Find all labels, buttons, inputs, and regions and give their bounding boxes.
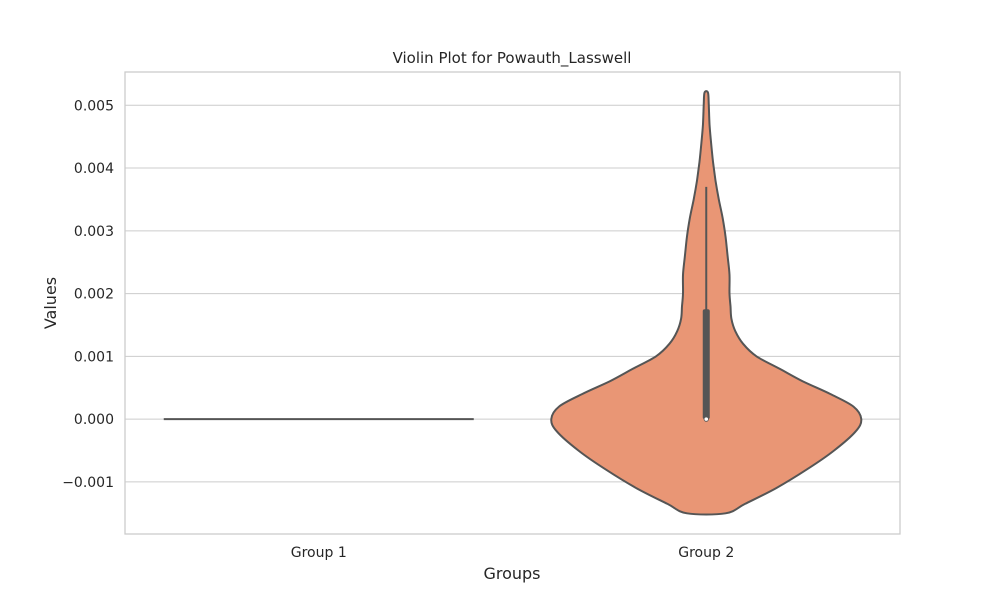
y-axis-title: Values [41, 277, 60, 329]
x-tick-labels: Group 1 Group 2 [291, 545, 734, 561]
median-point [703, 416, 709, 422]
y-tick-label: −0.001 [62, 475, 114, 491]
iqr-box [702, 309, 710, 420]
chart-title: Violin Plot for Powauth_Lasswell [393, 49, 632, 68]
plot-frame [124, 71, 901, 535]
x-axis-title: Groups [483, 564, 540, 583]
y-tick-labels: −0.001 0.000 0.001 0.002 0.003 0.004 0.005 [62, 98, 114, 491]
y-tick-label: 0.001 [74, 349, 114, 365]
y-tick-label: 0.000 [74, 412, 114, 428]
y-tick-label: 0.005 [74, 98, 114, 114]
x-tick-label: Group 2 [678, 545, 734, 561]
y-tick-label: 0.004 [74, 161, 114, 177]
y-tick-label: 0.003 [74, 224, 114, 240]
violins-layer [163, 90, 863, 516]
y-tick-label: 0.002 [74, 287, 114, 303]
x-tick-label: Group 1 [291, 545, 347, 561]
